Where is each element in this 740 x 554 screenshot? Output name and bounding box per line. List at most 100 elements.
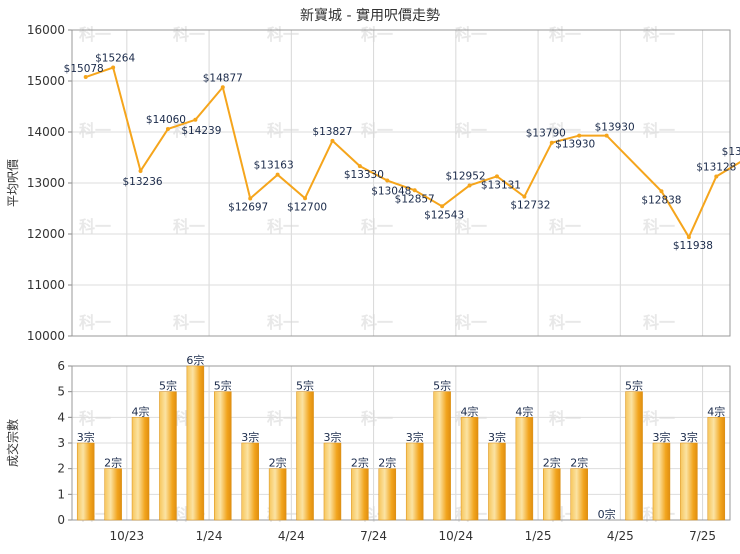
line-point [357, 164, 362, 169]
line-point [494, 174, 499, 179]
bar [76, 442, 95, 521]
watermark-text: 科一 [361, 25, 393, 44]
line-y-tick-label: 16000 [27, 23, 65, 37]
line-point [440, 204, 445, 209]
watermark-text: 科一 [549, 313, 581, 332]
bar [323, 442, 342, 521]
watermark-text: 科一 [267, 25, 299, 44]
watermark-text: 科一 [267, 409, 299, 428]
line-point [467, 183, 472, 188]
watermark-text: 科一 [79, 409, 111, 428]
watermark-text: 科一 [361, 313, 393, 332]
bar [652, 442, 671, 521]
bar-data-label: 3宗 [77, 430, 95, 444]
x-tick-label: 1/25 [525, 529, 552, 543]
line-y-axis-title: 平均呎價 [6, 159, 20, 207]
bar [214, 391, 232, 521]
bar [241, 442, 259, 521]
watermark-text: 科一 [643, 409, 675, 428]
bar [268, 468, 287, 521]
watermark-text: 科一 [643, 121, 675, 140]
line-point [659, 189, 664, 194]
x-tick-label: 1/24 [196, 529, 223, 543]
bar-data-label: 3宗 [406, 430, 424, 444]
line-data-label: $12732 [510, 200, 550, 212]
bar-y-tick-label: 1 [57, 487, 65, 501]
watermark-text: 科一 [455, 25, 487, 44]
line-point [275, 172, 280, 177]
watermark-text: 科一 [361, 409, 393, 428]
bar [159, 391, 177, 521]
bar-data-label: 4宗 [707, 404, 725, 418]
line-data-label: $12838 [641, 194, 681, 206]
watermark-text: 科一 [361, 121, 393, 140]
line-data-label: $12952 [445, 170, 485, 182]
watermark-text: 科一 [643, 313, 675, 332]
line-data-label: $12857 [395, 193, 435, 205]
bar-data-label: 2宗 [269, 456, 287, 470]
watermark-text: 科一 [455, 313, 487, 332]
bar-y-tick-label: 5 [57, 385, 65, 399]
bar-data-label: 2宗 [104, 456, 122, 470]
line-data-label: $12543 [424, 209, 464, 221]
bar-y-tick-label: 4 [57, 410, 65, 424]
bar-data-label: 5宗 [159, 379, 177, 393]
bar-data-label: 0宗 [598, 507, 616, 521]
bar-data-label: 5宗 [214, 379, 232, 393]
bar [296, 391, 314, 521]
watermark-text: 科一 [79, 121, 111, 140]
watermark-text: 科一 [267, 217, 299, 236]
line-point [522, 194, 527, 199]
line-data-label: $13131 [481, 179, 521, 191]
bar-data-label: 3宗 [323, 430, 341, 444]
watermark-text: 科一 [549, 25, 581, 44]
watermark-text: 科一 [455, 217, 487, 236]
watermark-text: 科一 [549, 409, 581, 428]
line-point [686, 235, 691, 240]
watermark-text: 科一 [549, 217, 581, 236]
line-data-label: $15078 [64, 63, 104, 75]
line-data-label: $13048 [371, 186, 411, 198]
bar [707, 417, 726, 521]
line-data-label: $14239 [181, 125, 221, 137]
watermark-text: 科一 [79, 217, 111, 236]
line-y-tick-label: 13000 [27, 176, 65, 190]
bar-data-label: 3宗 [488, 430, 506, 444]
watermark-text: 科一 [173, 25, 205, 44]
line-data-label: $13930 [555, 139, 595, 151]
bar [405, 442, 424, 521]
line-data-label: $13128 [696, 161, 736, 173]
bar [186, 365, 205, 521]
bar-y-tick-label: 0 [57, 513, 65, 527]
line-point [330, 138, 335, 143]
bar-y-axis-title: 成交宗數 [5, 419, 20, 467]
line-point [193, 117, 198, 122]
line-data-label: $13827 [312, 126, 352, 138]
bar-data-label: 4宗 [132, 404, 150, 418]
bar [625, 391, 643, 521]
line-y-tick-label: 15000 [27, 74, 65, 88]
bar-data-label: 5宗 [296, 379, 314, 393]
bar-data-label: 2宗 [543, 456, 561, 470]
line-point [111, 65, 116, 70]
line-data-label: $13451 [722, 146, 740, 158]
x-tick-label: 10/24 [439, 529, 474, 543]
x-tick-label: 4/25 [607, 529, 634, 543]
line-point [412, 188, 417, 193]
line-point [714, 174, 719, 179]
bar-data-label: 2宗 [570, 456, 588, 470]
line-point [248, 196, 253, 201]
bar [680, 442, 698, 521]
bar-data-label: 2宗 [351, 456, 369, 470]
watermark-text: 科一 [267, 121, 299, 140]
watermark-text: 科一 [173, 121, 205, 140]
bar-data-label: 3宗 [652, 430, 670, 444]
bar [543, 468, 561, 521]
bar-data-label: 3宗 [680, 430, 698, 444]
watermark-text: 科一 [361, 217, 393, 236]
bar-plot-border [71, 365, 731, 521]
bar [104, 468, 122, 521]
chart-title: 新寶城 - 實用呎價走勢 [300, 7, 440, 24]
watermark-text: 科一 [643, 25, 675, 44]
